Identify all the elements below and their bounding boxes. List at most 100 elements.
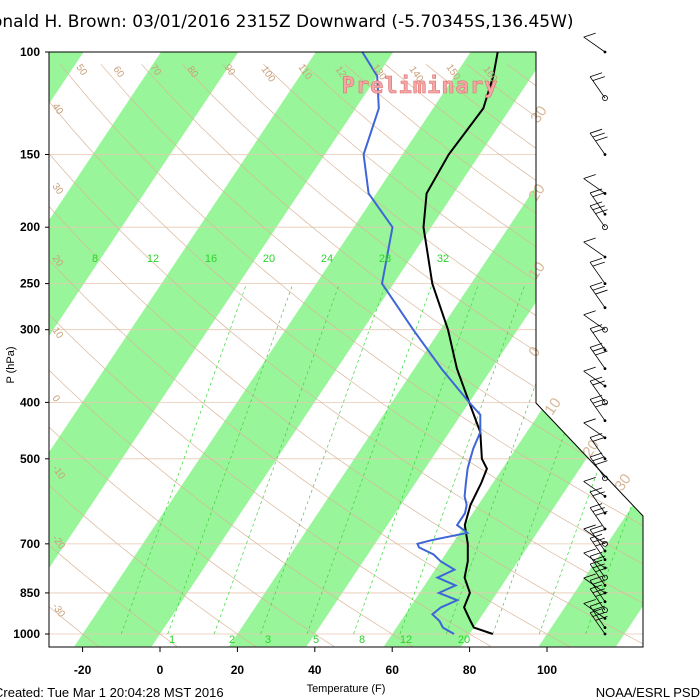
adiabat-label: 30 (50, 181, 66, 197)
dry-adiabat (49, 64, 570, 647)
mixing-ratio-line (492, 283, 619, 635)
dry-adiabat (49, 64, 178, 647)
temperature-tick-label: -20 (74, 663, 92, 677)
mixing-ratio-label: 12 (147, 253, 159, 265)
wind-barb (589, 452, 608, 482)
temperature-trace (422, 52, 499, 635)
mixing-ratio-label: 16 (205, 253, 217, 265)
credit-label: NOAA/ESRL PSD (596, 685, 700, 700)
mixing-ratio-line (260, 283, 387, 635)
mixing-ratio-label: 12 (400, 634, 412, 646)
dry-adiabat (222, 64, 643, 647)
temperature-band (49, 52, 257, 647)
temperature-tick-label: 20 (231, 663, 245, 677)
pressure-tick-label: 250 (20, 277, 40, 291)
wind-barb (589, 601, 607, 630)
wind-barb (589, 503, 608, 531)
adiabat-label: 40 (50, 101, 66, 117)
wind-barb (589, 433, 607, 461)
mixing-ratio-label: 2 (229, 634, 235, 646)
dry-adiabat (181, 64, 643, 647)
mixing-ratio-line (446, 283, 572, 635)
wind-barb (583, 366, 607, 388)
wind-barb (589, 376, 608, 406)
pressure-tick-label: 100 (20, 45, 40, 59)
wind-barb (583, 237, 607, 259)
wind-barb (589, 533, 608, 561)
mixing-ratio-line (213, 283, 340, 635)
pressure-tick-label: 700 (20, 537, 40, 551)
dry-adiabat (49, 64, 643, 647)
dry-adiabat (141, 64, 643, 647)
mixing-ratio-label: 5 (313, 634, 319, 646)
dry-adiabat (49, 64, 491, 647)
theta-label: 30 (527, 103, 550, 126)
wind-barb (589, 395, 608, 423)
pressure-tick-label: 850 (20, 586, 40, 600)
pressure-tick-label: 200 (20, 220, 40, 234)
mixing-ratio-line (120, 283, 247, 635)
wind-barb (583, 174, 607, 195)
theta-label: 30 (611, 471, 634, 494)
pressure-tick-label: 400 (20, 395, 40, 409)
mixing-ratio-label: 1 (169, 634, 175, 646)
theta-label: 10 (541, 395, 564, 418)
dry-adiabat (49, 64, 413, 647)
pressure-tick-label: 500 (20, 452, 40, 466)
isotherm-label: 50 (74, 62, 90, 78)
preliminary-watermark: Preliminary (342, 74, 499, 99)
mixing-ratio-line (167, 283, 294, 635)
temperature-band (49, 52, 411, 647)
temperature-tick-label: 0 (157, 663, 164, 677)
mixing-ratio-label: 20 (263, 253, 275, 265)
mixing-ratio-line (306, 283, 433, 635)
theta-label: 20 (525, 181, 548, 204)
wind-barb (589, 551, 608, 581)
mixing-ratio-line (353, 283, 480, 635)
temperature-tick-label: 60 (386, 663, 400, 677)
dewpoint-trace (361, 52, 482, 635)
wind-barb (589, 559, 608, 587)
pressure-tick-label: 150 (20, 147, 40, 161)
pressure-tick-label: 1000 (13, 627, 40, 641)
wind-barb (583, 418, 607, 440)
temperature-band (538, 52, 643, 647)
wind-barb (589, 257, 607, 286)
mixing-ratio-label: 20 (458, 634, 470, 646)
plot-border (48, 51, 644, 648)
pressure-tick-label: 300 (20, 323, 40, 337)
x-axis-label: Temperature (F) (307, 683, 386, 695)
dry-adiabat (59, 64, 643, 647)
mixing-ratio-label: 3 (265, 634, 271, 646)
wind-barb (589, 282, 608, 310)
mixing-ratio-label: 28 (379, 253, 391, 265)
wind-barbs (583, 32, 608, 636)
wind-barb (589, 128, 608, 156)
dry-adiabat (100, 64, 643, 647)
dry-adiabat (49, 64, 256, 647)
temperature-tick-label: 80 (463, 663, 477, 677)
mixing-ratio-line (399, 283, 526, 635)
sounding-traces (361, 52, 499, 635)
theta-label: 10 (525, 259, 548, 282)
isotherm-label: 100 (259, 64, 278, 84)
theta-label: 0 (525, 344, 544, 361)
temperature-tick-label: 40 (308, 663, 322, 677)
mixing-ratio-label: 8 (92, 253, 98, 265)
adiabat-label: 0 (50, 393, 62, 404)
wind-barb (589, 72, 608, 101)
y-axis-label: P (hPa) (5, 346, 17, 383)
mixing-ratio-label: 32 (437, 253, 449, 265)
wind-barb (589, 324, 607, 352)
adiabat-label: -30 (50, 601, 68, 620)
mixing-ratio-label: 24 (321, 253, 333, 265)
wind-barb (583, 32, 607, 54)
wind-barb (583, 310, 608, 333)
dry-adiabat (49, 64, 643, 647)
created-timestamp: Created: Tue Mar 1 20:04:28 MST 2016 (0, 685, 224, 700)
wind-barb (589, 487, 607, 515)
wind-barb (589, 201, 608, 231)
temperature-tick-label: 100 (537, 663, 557, 677)
wind-barb (589, 342, 608, 371)
